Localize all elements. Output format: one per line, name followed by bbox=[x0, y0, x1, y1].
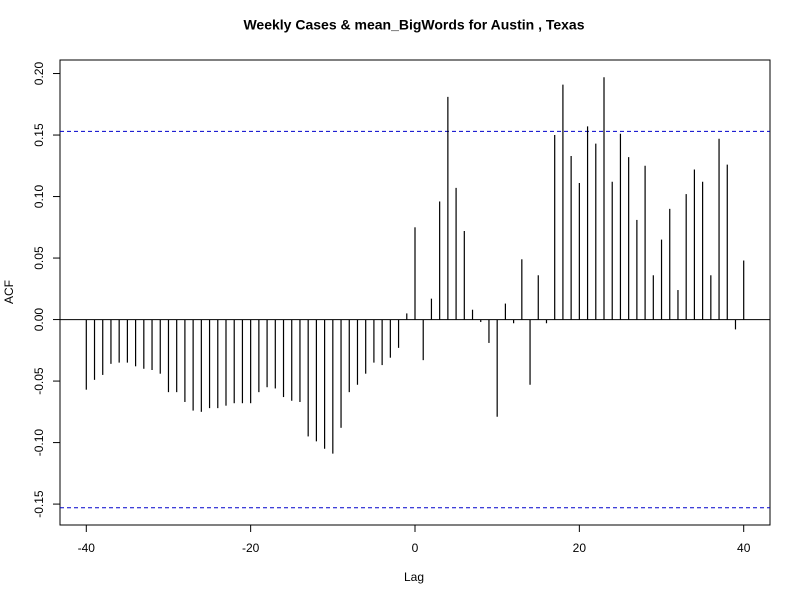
x-axis-label: Lag bbox=[404, 570, 424, 584]
y-tick-label: -0.05 bbox=[32, 367, 46, 395]
chart-title: Weekly Cases & mean_BigWords for Austin … bbox=[243, 17, 584, 33]
y-tick-label: 0.15 bbox=[32, 123, 46, 147]
y-tick-label: -0.15 bbox=[32, 490, 46, 518]
x-tick-label: -20 bbox=[242, 541, 260, 555]
y-tick-label: 0.00 bbox=[32, 308, 46, 332]
x-tick-label: 20 bbox=[573, 541, 587, 555]
y-axis-label: ACF bbox=[2, 280, 16, 304]
x-tick-label: 0 bbox=[412, 541, 419, 555]
y-tick-label: 0.05 bbox=[32, 246, 46, 270]
y-tick-label: 0.10 bbox=[32, 185, 46, 209]
x-tick-label: -40 bbox=[78, 541, 96, 555]
x-tick-label: 40 bbox=[737, 541, 751, 555]
y-tick-label: 0.20 bbox=[32, 62, 46, 86]
y-tick-label: -0.10 bbox=[32, 429, 46, 457]
